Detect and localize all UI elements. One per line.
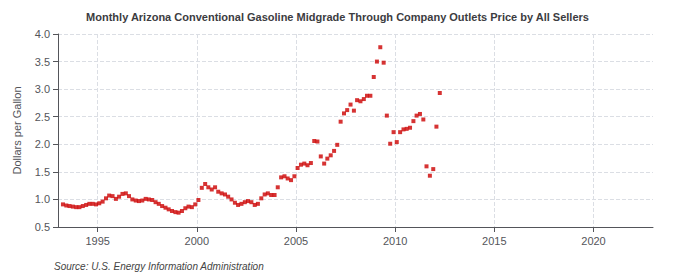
svg-text:1.5: 1.5 [35, 166, 50, 178]
svg-text:2005: 2005 [284, 235, 308, 247]
svg-text:3.0: 3.0 [35, 83, 50, 95]
svg-text:1995: 1995 [85, 235, 109, 247]
svg-text:2020: 2020 [581, 235, 605, 247]
svg-text:3.5: 3.5 [35, 56, 50, 68]
svg-text:1.0: 1.0 [35, 193, 50, 205]
svg-text:2.5: 2.5 [35, 111, 50, 123]
svg-text:Monthly Arizona Conventional G: Monthly Arizona Conventional Gasoline Mi… [86, 11, 589, 23]
svg-text:2000: 2000 [185, 235, 209, 247]
svg-text:Source: U.S. Energy Informatio: Source: U.S. Energy Information Administ… [54, 261, 264, 272]
svg-text:Dollars per Gallon: Dollars per Gallon [11, 86, 23, 174]
svg-text:2.0: 2.0 [35, 138, 50, 150]
svg-text:0.5: 0.5 [35, 221, 50, 233]
svg-text:2010: 2010 [383, 235, 407, 247]
svg-text:2015: 2015 [482, 235, 506, 247]
svg-text:4.0: 4.0 [35, 28, 50, 40]
